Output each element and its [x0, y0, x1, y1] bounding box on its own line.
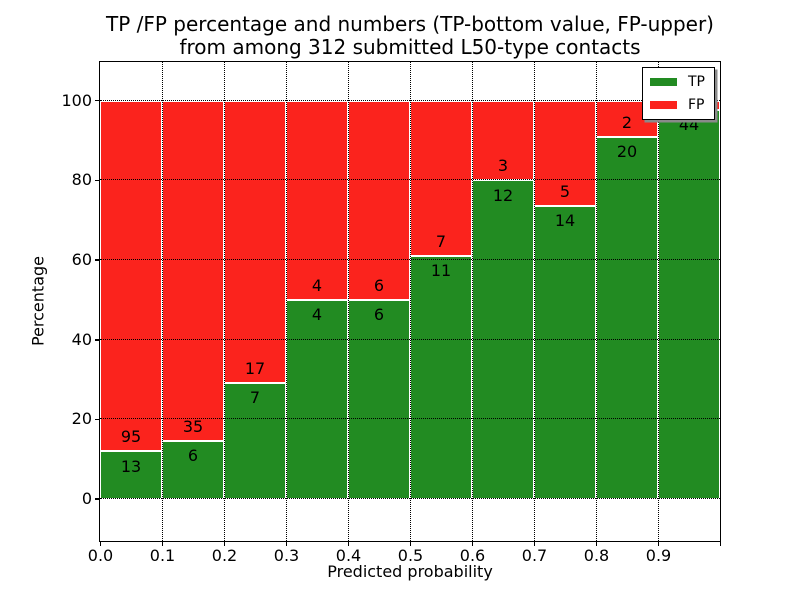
x-tick-mark	[471, 541, 474, 546]
fp-count-label: 3	[497, 156, 509, 176]
tp-bar-segment	[596, 136, 658, 500]
fp-bar-segment	[224, 100, 286, 383]
horizontal-gridline	[100, 498, 720, 500]
legend-item-tp: TP	[650, 75, 705, 89]
y-tick-mark	[94, 259, 100, 261]
fp-bar-segment	[100, 100, 162, 452]
x-tick-label: 0.8	[583, 546, 610, 565]
horizontal-gridline	[100, 418, 720, 420]
x-tick-mark	[223, 541, 226, 546]
vertical-gridline	[162, 62, 163, 541]
chart-title: TP /FP percentage and numbers (TP-bottom…	[100, 13, 720, 59]
x-tick-mark	[595, 541, 598, 546]
x-tick-mark	[719, 541, 722, 546]
fp-count-label: 6	[373, 275, 385, 295]
x-tick-mark	[657, 541, 660, 546]
y-tick-label: 100	[61, 90, 92, 110]
x-tick-label: 0.7	[521, 546, 548, 565]
x-tick-mark	[533, 541, 536, 546]
horizontal-gridline	[100, 179, 720, 181]
x-tick-mark	[285, 541, 288, 546]
x-tick-mark	[409, 541, 412, 546]
y-tick-mark	[94, 99, 100, 102]
vertical-gridline	[472, 62, 473, 541]
vertical-gridline	[534, 62, 535, 541]
legend-label-fp: FP	[688, 97, 705, 113]
fp-bar-segment	[162, 100, 224, 441]
fp-bar-segment	[348, 100, 410, 300]
tp-bar-segment	[162, 440, 224, 500]
y-tick-mark	[94, 339, 100, 341]
tp-count-label: 44	[678, 115, 700, 135]
y-tick-label: 0	[81, 489, 92, 509]
y-tick-label: 20	[71, 409, 92, 429]
tp-bar-segment	[286, 299, 348, 500]
tp-bar-segment	[100, 451, 162, 500]
tp-bar-segment	[348, 299, 410, 500]
x-tick-label: 0.2	[211, 546, 238, 565]
tp-count-label: 11	[430, 261, 452, 281]
legend-item-fp: FP	[650, 98, 705, 112]
x-tick-label: 0.3	[273, 546, 300, 565]
tp-count-label: 14	[554, 211, 576, 231]
tp-bar-segment	[658, 109, 720, 500]
tp-bar-segment	[410, 255, 472, 500]
tp-count-label: 7	[249, 388, 261, 408]
tp-bar-segment	[472, 180, 534, 500]
chart-title-line1: TP /FP percentage and numbers (TP-bottom…	[106, 12, 714, 36]
fp-count-label: 17	[244, 358, 266, 378]
horizontal-gridline	[100, 259, 720, 261]
fp-count-label: 35	[182, 416, 204, 436]
fp-count-label: 95	[120, 427, 142, 447]
tp-count-label: 6	[373, 305, 385, 325]
horizontal-gridline	[100, 338, 720, 340]
fp-count-label: 7	[435, 231, 447, 251]
x-tick-label: 0.9	[645, 546, 672, 565]
legend-label-tp: TP	[688, 74, 705, 90]
tp-count-label: 20	[616, 142, 638, 162]
x-tick-mark	[347, 541, 350, 546]
vertical-gridline	[410, 62, 411, 541]
y-tick-label: 80	[71, 170, 92, 190]
x-tick-label: 0.0	[87, 546, 114, 565]
fp-legend-swatch	[650, 101, 677, 109]
x-axis-label: Predicted probability	[327, 562, 493, 581]
y-tick-label: 40	[71, 329, 92, 349]
x-tick-label: 0.4	[335, 546, 362, 565]
vertical-gridline	[224, 62, 225, 541]
fp-count-label: 2	[621, 112, 633, 132]
fp-count-label: 5	[559, 181, 571, 201]
chart-title-line2: from among 312 submitted L50-type contac…	[179, 35, 641, 59]
fp-bar-segment	[534, 100, 596, 206]
y-tick-mark	[94, 418, 100, 421]
vertical-gridline	[658, 62, 659, 541]
fp-count-label: 4	[311, 275, 323, 295]
x-tick-label: 0.1	[149, 546, 176, 565]
legend: TP FP	[642, 67, 715, 120]
plot-area: 13 95 6 35 7 17 4 4 6 6 11 7 12 3 14 5 20 2 44 TP FP	[99, 61, 721, 542]
x-tick-mark	[99, 541, 102, 546]
y-tick-mark	[94, 179, 100, 182]
y-tick-mark	[94, 498, 100, 500]
tp-count-label: 6	[187, 446, 199, 466]
vertical-gridline	[348, 62, 349, 541]
tp-legend-swatch	[650, 78, 677, 86]
plot-inner: 13 95 6 35 7 17 4 4 6 6 11 7 12 3 14 5 20 2 44	[100, 62, 720, 541]
vertical-gridline	[596, 62, 597, 541]
x-tick-label: 0.5	[397, 546, 424, 565]
horizontal-gridline	[100, 99, 720, 101]
x-tick-mark	[161, 541, 164, 546]
fp-bar-segment	[410, 100, 472, 256]
tp-count-label: 12	[492, 185, 514, 205]
tp-count-label: 13	[120, 456, 142, 476]
tp-bar-segment	[534, 205, 596, 500]
fp-bar-segment	[286, 100, 348, 300]
tp-count-label: 4	[311, 305, 323, 325]
x-tick-label: 0.6	[459, 546, 486, 565]
y-tick-label: 60	[71, 250, 92, 270]
vertical-gridline	[286, 62, 287, 541]
